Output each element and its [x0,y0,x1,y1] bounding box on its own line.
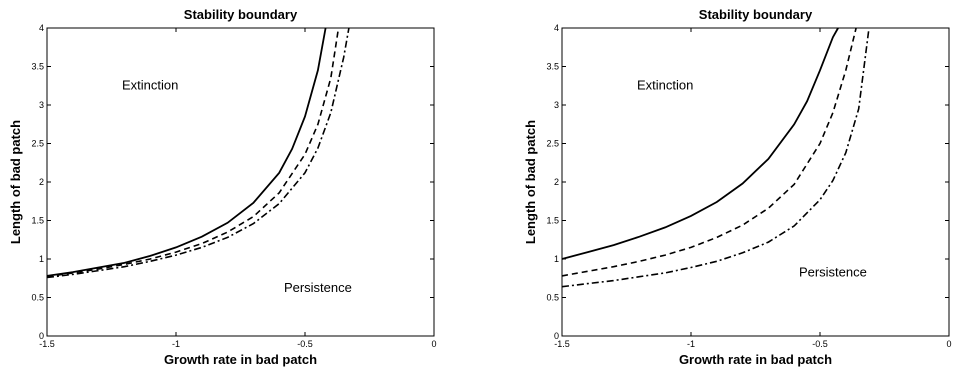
x-tick-label: -1 [687,339,695,349]
x-tick-label: -1.5 [39,339,55,349]
series-line-dashdot [561,27,870,288]
y-tick-label: 0.5 [31,293,44,303]
series-line-dashed [46,27,340,278]
y-tick-label: 4 [554,23,559,33]
y-tick-label: 2 [554,177,559,187]
y-tick-label: 0 [39,331,44,341]
y-axis-label: Length of bad patch [523,120,538,244]
y-axis-label: Length of bad patch [8,120,23,244]
x-tick-label: -1 [172,339,180,349]
series-line-solid [46,27,327,277]
x-axis-label: Growth rate in bad patch [679,352,832,367]
y-tick-label: 3.5 [31,62,44,72]
y-tick-label: 3.5 [546,62,559,72]
chart-svg-right: -1.5 -1 -0.5 0 0 0.5 1 1.5 2 2.5 3 3.5 4 Stability bo… [523,7,952,367]
x-tick-label: -1.5 [554,339,570,349]
x-tick-label: -0.5 [297,339,313,349]
y-tick-label: 3 [554,100,559,110]
x-axis-label: Growth rate in bad patch [164,352,317,367]
y-tick-label: 2.5 [31,139,44,149]
x-tick-label: -0.5 [812,339,828,349]
y-tick-label: 1.5 [31,216,44,226]
region-label-persistence: Persistence [799,265,867,280]
plot-frame [46,27,435,337]
region-label-extinction: Extinction [122,78,178,93]
chart-panel-right: -1.5 -1 -0.5 0 0 0.5 1 1.5 2 2.5 3 3.5 4 Stability bo… [479,0,958,372]
region-label-extinction: Extinction [637,78,693,93]
chart-panel-left: -1.5 -1 -0.5 0 0 0.5 1 1.5 2 2.5 3 3.5 4 Stability bo… [8,7,437,367]
y-tick-label: 0.5 [546,293,559,303]
region-label-persistence: Persistence [284,280,352,295]
series-line-dashdot [46,27,350,279]
chart-title: Stability boundary [699,7,813,22]
series-line-dashed [561,27,857,277]
chart-svg-left: -1.5 -1 -0.5 0 0 0.5 1 1.5 2 2.5 3 3.5 4 Stability bo… [8,7,437,367]
chart-title: Stability boundary [184,7,298,22]
y-tick-label: 2.5 [546,139,559,149]
y-tick-label: 3 [39,100,44,110]
x-tick-label: 0 [431,339,436,349]
x-tick-label: 0 [946,339,951,349]
y-tick-label: 1 [554,254,559,264]
y-tick-label: 1 [39,254,44,264]
y-tick-label: 2 [39,177,44,187]
y-tick-label: 0 [554,331,559,341]
y-tick-label: 4 [39,23,44,33]
series-line-solid [561,27,839,260]
plot-frame [561,27,950,337]
y-tick-label: 1.5 [546,216,559,226]
